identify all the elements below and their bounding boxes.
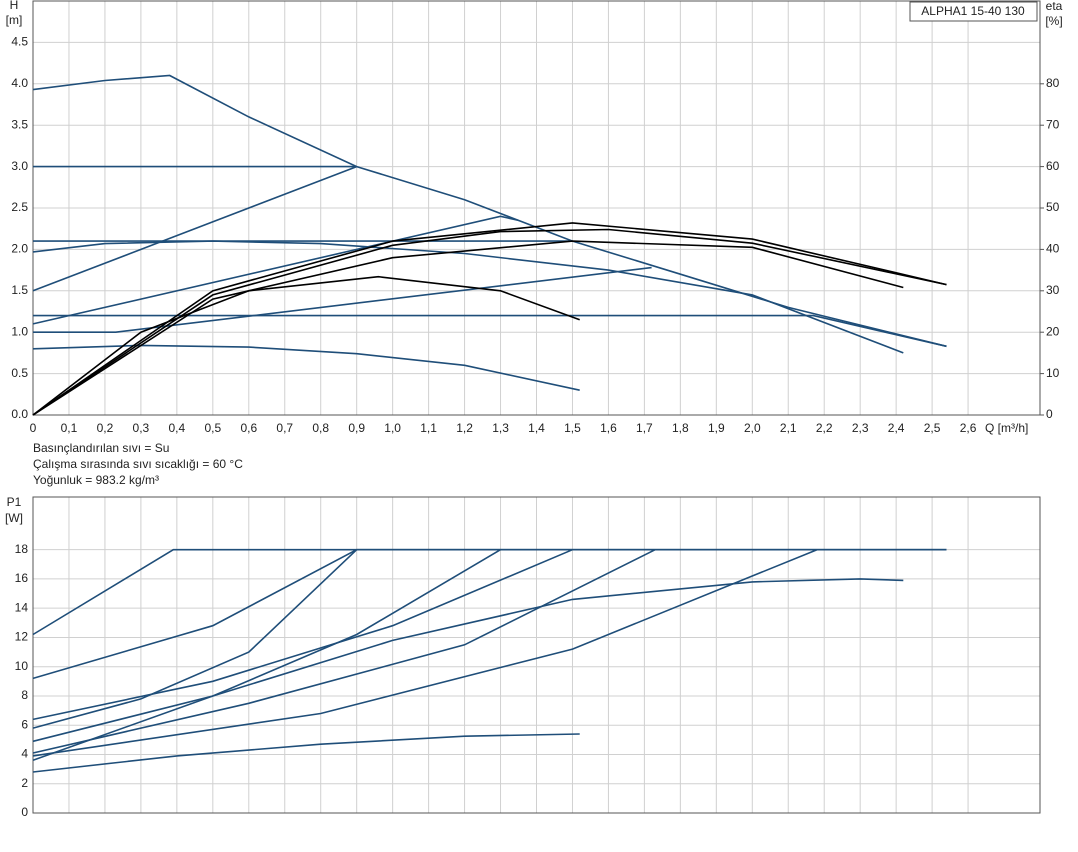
series-line [33, 314, 947, 348]
x-tick-label: 2,5 [924, 421, 941, 435]
x-tick-label: 1,0 [384, 421, 401, 435]
y2-tick-label: 60 [1046, 159, 1060, 173]
x-tick-label: 1,3 [492, 421, 509, 435]
series-line [32, 74, 947, 348]
y2-tick-label: 80 [1046, 76, 1060, 90]
y-tick-label: 16 [15, 571, 29, 585]
y-tick-label: 2 [21, 776, 28, 790]
y-tick-label: 2.0 [11, 242, 28, 256]
series-line [33, 266, 652, 333]
y-tick-label: 6 [21, 717, 28, 731]
y-tick-label: 3.5 [11, 117, 28, 131]
series-line [32, 548, 947, 680]
y2-tick-label: 30 [1046, 283, 1060, 297]
series-line [32, 165, 357, 292]
y-tick-label: 4.0 [11, 76, 28, 90]
x-tick-label: 2,1 [780, 421, 797, 435]
x-tick-label: 0,9 [348, 421, 365, 435]
x-tick-label: 2,2 [816, 421, 833, 435]
note: Basınçlandırılan sıvı = Su [33, 441, 169, 455]
y-tick-label: 14 [15, 600, 29, 614]
y-tick-label: 4.5 [11, 35, 28, 49]
x-tick-label: 0,5 [204, 421, 221, 435]
note: Yoğunluk = 983.2 kg/m³ [33, 473, 159, 487]
y-tick-label: 3.0 [11, 159, 28, 173]
x-tick-label: 1,5 [564, 421, 581, 435]
x-axis-label: Q [m³/h] [985, 421, 1028, 435]
y2-axis-unit: [%] [1045, 14, 1062, 28]
x-tick-label: 0 [30, 421, 37, 435]
series-line [32, 548, 818, 757]
series-line [32, 240, 904, 416]
x-tick-label: 1,4 [528, 421, 545, 435]
x-tick-label: 1,6 [600, 421, 617, 435]
series-layer [32, 74, 947, 773]
y-tick-label: 8 [21, 688, 28, 702]
series-line [32, 222, 947, 416]
y-axis-unit: [m] [6, 13, 23, 27]
x-tick-label: 1,1 [420, 421, 437, 435]
y-tick-label: 0 [21, 805, 28, 819]
series-line [32, 275, 580, 416]
y-tick-label: 2.5 [11, 200, 28, 214]
y2-tick-label: 70 [1046, 117, 1060, 131]
x-tick-label: 2,0 [744, 421, 761, 435]
series-line [32, 548, 573, 721]
x-tick-label: 1,9 [708, 421, 725, 435]
x-tick-label: 1,8 [672, 421, 689, 435]
series-line [32, 548, 947, 636]
x-tick-label: 0,3 [133, 421, 150, 435]
y-tick-label: 12 [15, 630, 29, 644]
y-tick-label: 10 [15, 659, 29, 673]
note: Çalışma sırasında sıvı sıcaklığı = 60 °C [33, 457, 243, 471]
y2-tick-label: 20 [1046, 324, 1060, 338]
series-line [32, 228, 947, 416]
y2-axis-label: eta [1046, 0, 1063, 13]
x-tick-label: 0,2 [97, 421, 114, 435]
x-tick-label: 0,7 [276, 421, 293, 435]
title-box [909, 1, 1038, 22]
x-tick-label: 1,7 [636, 421, 653, 435]
series-line [32, 549, 358, 729]
x-tick-label: 0,4 [169, 421, 186, 435]
x-tick-label: 2,6 [960, 421, 977, 435]
plot-frame [32, 496, 1041, 814]
y2-tick-label: 0 [1046, 407, 1053, 421]
series-line [32, 733, 580, 773]
series-line [32, 549, 501, 743]
y-tick-label: 0.5 [11, 366, 28, 380]
x-tick-label: 0,8 [312, 421, 329, 435]
y-axis-label: P1 [7, 495, 22, 509]
y2-tick-label: 40 [1046, 242, 1060, 256]
y-axis-unit: [W] [5, 511, 23, 525]
series-line [32, 548, 656, 754]
chart-title: ALPHA1 15-40 130 [921, 4, 1025, 18]
y-tick-label: 1.0 [11, 324, 28, 338]
x-tick-label: 0,1 [61, 421, 78, 435]
y-tick-label: 1.5 [11, 283, 28, 297]
series-line [32, 240, 904, 354]
x-tick-label: 1,2 [456, 421, 473, 435]
series-line [32, 578, 904, 762]
y-tick-label: 18 [15, 542, 29, 556]
y-axis-label: H [10, 0, 19, 12]
y-tick-label: 4 [21, 747, 28, 761]
x-tick-label: 0,6 [240, 421, 257, 435]
x-tick-label: 2,4 [888, 421, 905, 435]
series-line [32, 215, 519, 325]
x-tick-label: 2,3 [852, 421, 869, 435]
y-tick-label: 0.0 [11, 407, 28, 421]
y2-tick-label: 50 [1046, 200, 1060, 214]
y2-tick-label: 10 [1046, 366, 1060, 380]
